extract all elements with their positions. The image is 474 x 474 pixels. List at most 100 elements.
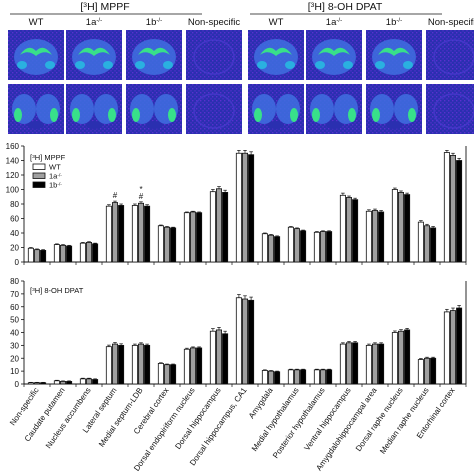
- bar-wt: [131, 344, 138, 385]
- bar-1b: [274, 236, 281, 263]
- y-tick-label: 0: [15, 380, 20, 389]
- entorhinal-signal: [50, 108, 58, 122]
- y-tick-label: 60: [10, 215, 19, 224]
- y-tick-label: 10: [10, 367, 19, 376]
- column-label: WT: [29, 17, 44, 28]
- y-tick-label: 70: [10, 290, 19, 299]
- coronal-section-rostral: [426, 30, 474, 80]
- bar-1b: [144, 344, 151, 385]
- coronal-section-caudal: [186, 84, 242, 134]
- bar-1b: [196, 212, 203, 263]
- bar-1a: [137, 202, 144, 263]
- bar-1b: [404, 194, 411, 263]
- bar-1b: [92, 379, 99, 385]
- y-tick-label: 50: [10, 316, 19, 325]
- significance-marker: *: [139, 185, 142, 194]
- bar-1b: [40, 249, 47, 263]
- bar-wt: [235, 152, 242, 263]
- coronal-section-rostral: [126, 30, 182, 80]
- bar-wt: [183, 212, 190, 263]
- bar-wt: [157, 225, 164, 263]
- coronal-section-rostral: [8, 30, 64, 80]
- column-label: WT: [269, 17, 284, 28]
- y-tick-label: 20: [10, 354, 19, 363]
- bar-1a: [86, 242, 93, 263]
- bar-wt: [105, 346, 112, 385]
- bar-wt: [313, 231, 320, 263]
- bar-wt: [261, 370, 268, 385]
- bar-wt: [27, 247, 34, 263]
- bar-1b: [456, 307, 463, 385]
- lateral-signal: [45, 61, 55, 69]
- coronal-section-rostral: [366, 30, 422, 80]
- significance-marker: #: [113, 191, 118, 200]
- bar-1a: [189, 347, 196, 385]
- column-label: Non-specific: [428, 17, 474, 28]
- bar-wt: [391, 332, 398, 385]
- bar-wt: [157, 362, 164, 385]
- bar-1b: [118, 344, 125, 385]
- x-category-label: Nucleus accumbens: [44, 386, 93, 450]
- x-category-label: Median raphe nucleus: [378, 386, 431, 456]
- legend-label: 1a-/-: [49, 172, 62, 181]
- bar-wt: [313, 369, 320, 385]
- coronal-section-rostral: [306, 30, 362, 80]
- bar-1b: [118, 205, 125, 263]
- y-tick-label: 120: [6, 171, 20, 180]
- panel-label: [3H] 8-OH DPAT: [30, 286, 84, 295]
- coronal-section-rostral: [248, 30, 304, 80]
- bar-1a: [371, 210, 378, 263]
- bar-wt: [443, 152, 450, 263]
- bar-1b: [144, 205, 151, 263]
- bar-1a: [86, 378, 93, 385]
- bar-1b: [300, 369, 307, 385]
- x-category-label: Dorsal hippocampus: [173, 386, 222, 451]
- y-tick-label: 140: [6, 157, 20, 166]
- lateral-signal: [135, 61, 145, 69]
- bar-wt: [287, 369, 294, 385]
- bar-wt: [235, 297, 242, 385]
- y-tick-label: 80: [10, 200, 19, 209]
- chart-panel-8oh-dpat: 0 10 20 30 40 50 60 70 80 [3H] 8-OH DPAT: [10, 277, 467, 389]
- bar-1b: [430, 357, 437, 385]
- y-tick-label: 30: [10, 341, 19, 350]
- y-tick-label: 0: [15, 258, 20, 267]
- midline-gap: [386, 121, 402, 129]
- legend-label: 1b-/-: [49, 181, 62, 190]
- bar-wt: [365, 344, 372, 385]
- column-label: Non-specific: [188, 17, 241, 28]
- bar-1a: [267, 234, 274, 263]
- brain-section: [254, 39, 298, 75]
- bar-1a: [163, 364, 170, 385]
- midline-gap: [28, 121, 44, 129]
- coronal-section-caudal: [8, 84, 64, 134]
- hippocampus-signal: [378, 47, 410, 56]
- autoradiograph-tile: [426, 30, 474, 80]
- autoradiograph-tile: [186, 30, 242, 80]
- bar-wt: [391, 189, 398, 263]
- brain-section: [72, 39, 116, 75]
- bar-wt: [79, 378, 86, 385]
- bar-1b: [352, 199, 359, 263]
- entorhinal-signal: [290, 108, 298, 122]
- bar-1a: [215, 329, 222, 385]
- entorhinal-signal: [312, 108, 320, 122]
- bar-1a: [189, 211, 196, 263]
- bar-1a: [293, 228, 300, 263]
- bar-1b: [352, 342, 359, 385]
- faint-section-outline: [433, 93, 474, 129]
- hippocampus-signal: [138, 47, 170, 56]
- bar-wt: [209, 330, 216, 385]
- legend-swatch: [32, 181, 46, 188]
- x-category-label: Medial hypothalamus: [250, 386, 301, 453]
- coronal-section-caudal: [426, 84, 474, 134]
- bar-1b: [92, 243, 99, 263]
- entorhinal-signal: [372, 108, 380, 122]
- legend-label: WT: [49, 163, 61, 172]
- lateral-signal: [17, 61, 27, 69]
- coronal-section-caudal: [248, 84, 304, 134]
- bar-1a: [215, 188, 222, 263]
- entorhinal-signal: [408, 108, 416, 122]
- bar-1a: [371, 343, 378, 385]
